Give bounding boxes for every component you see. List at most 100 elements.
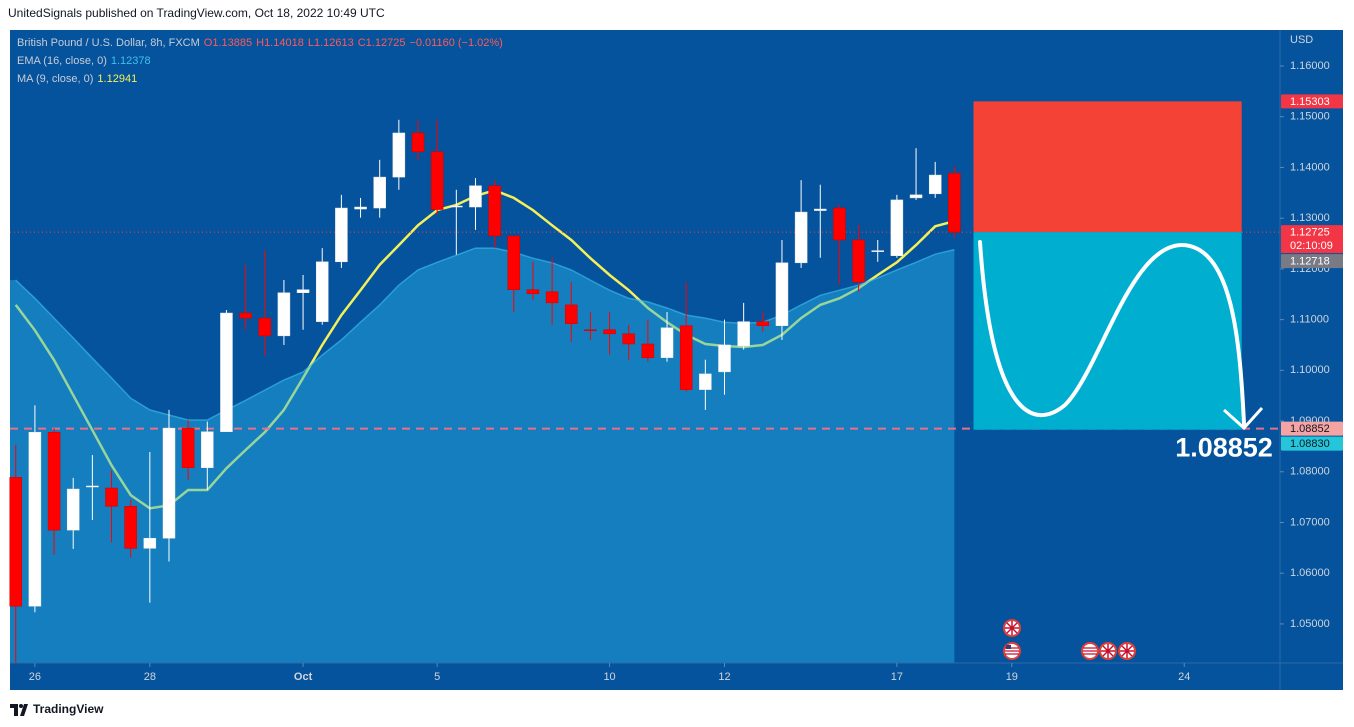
plot-area [9,101,1280,663]
drawn-arrow [978,240,1246,426]
candle-body [794,211,808,264]
y-tick-label: 1.14000 [1290,161,1330,173]
x-tick-label: 17 [891,671,903,683]
price-axis-label-text: 1.08830 [1290,438,1330,450]
candle-body [833,207,846,241]
logo-dot [19,704,23,708]
ohlc-item: C1.12725 [357,37,406,49]
candle-body [660,327,674,358]
uk-flag-cross [1120,644,1134,658]
candle-body [871,250,884,252]
candle-body [488,185,501,237]
candle-body [775,262,789,326]
x-tick-label: 10 [603,671,615,683]
y-tick-label: 1.10000 [1290,364,1330,376]
legend: British Pound / U.S. Dollar, 8h, FXCM O1.… [17,34,511,88]
y-tick-label: 1.11000 [1290,314,1329,326]
publish-header: UnitedSignals published on TradingView.c… [8,6,385,20]
candle-body [430,151,444,210]
stop-zone [973,101,1242,233]
candle-body [545,291,559,304]
legend-row: British Pound / U.S. Dollar, 8h, FXCM O1.… [17,34,511,52]
candle-body [603,329,616,335]
candle-body [814,208,827,211]
candle-body [852,239,865,283]
symbol-title: British Pound / U.S. Dollar, 8h, FXCM [17,37,200,49]
x-tick-label: Oct [294,671,313,683]
ema-line [15,247,955,421]
price-axis-label [1281,94,1343,109]
indicator-legend: EMA (16, close, 0) 1.12378 MA (9, close, 0… [17,52,511,88]
countdown: 02:10:09 [1290,240,1333,252]
candle-body [565,304,578,324]
candle-body [928,174,942,195]
y-tick-label: 1.06000 [1290,567,1330,579]
price-axis-label [1281,421,1343,436]
ohlc-item: O1.13885 [203,37,253,49]
candle-body [469,185,482,208]
candle-body [507,235,521,290]
indicator-name: MA (9, close, 0) [17,73,94,85]
ohlc-item: −0.01160 (−1.02%) [409,37,503,49]
footer-brand: TradingView [33,702,104,716]
axis-unit: USD [1290,34,1313,46]
candle-body [756,321,770,326]
candle-body [737,321,750,347]
price-axis-label [1281,225,1343,254]
us-flag-stripes [1083,647,1097,655]
candle-body [622,333,635,345]
y-tick-label: 1.16000 [1290,60,1330,72]
candle-body [411,132,425,152]
candle-body [335,207,348,263]
indicator-row: EMA (16, close, 0) 1.12378 [17,52,511,70]
candle-body [66,488,80,531]
indicator-value: 1.12378 [110,55,151,67]
arrow-head [1222,406,1264,431]
candle-body [718,344,731,373]
x-tick-label: 28 [144,671,156,683]
candle-body [526,289,540,295]
y-tick-label: 1.13000 [1290,212,1330,224]
x-tick-label: 5 [434,671,440,683]
y-tick-label: 1.08000 [1290,466,1330,478]
candle-body [392,132,406,178]
candle-body [584,329,597,332]
price-axis-label-text: 1.12725 [1290,227,1330,239]
candle-body [296,289,310,293]
ohlc-item: H1.14018 [256,37,304,49]
annotation: 1.08852 [1175,433,1273,463]
ohlc-item: L1.12613 [307,37,354,49]
y-tick-label: 1.05000 [1290,618,1330,630]
indicator-value: 1.12941 [97,73,138,85]
x-tick-label: 12 [718,671,730,683]
candle-body [105,487,118,507]
price-axis-label-text: 1.08852 [1290,423,1330,435]
candle-body [373,176,386,209]
candle-body [220,312,233,432]
price-axis-label-text: 1.12718 [1290,256,1330,268]
candle-body [679,325,693,390]
tradingview-logo [10,704,28,716]
candle-body [143,537,157,549]
price-axis-label-text: 1.15303 [1290,96,1330,108]
y-tick-label: 1.15000 [1290,111,1330,123]
candle-body [201,431,214,468]
candle-body [277,292,291,337]
candle-body [315,261,329,322]
candle-body [124,506,137,549]
candle-body [9,477,22,607]
candle-body [354,206,367,210]
candle-body [86,485,99,488]
candle-body [450,205,463,208]
event-flags [1003,619,1136,660]
candle-body [258,317,272,337]
y-tick-label: 1.07000 [1290,516,1330,528]
x-tick-label: 24 [1178,671,1190,683]
candle-body [28,431,42,607]
candle-body [909,194,923,199]
candle-body [162,427,176,539]
ohlc-values: O1.13885 H1.14018 L1.12613 C1.12725 −0.01160… [204,37,507,49]
indicator-row: MA (9, close, 0) 1.12941 [17,70,511,88]
uk-flag-cross [1005,621,1019,635]
